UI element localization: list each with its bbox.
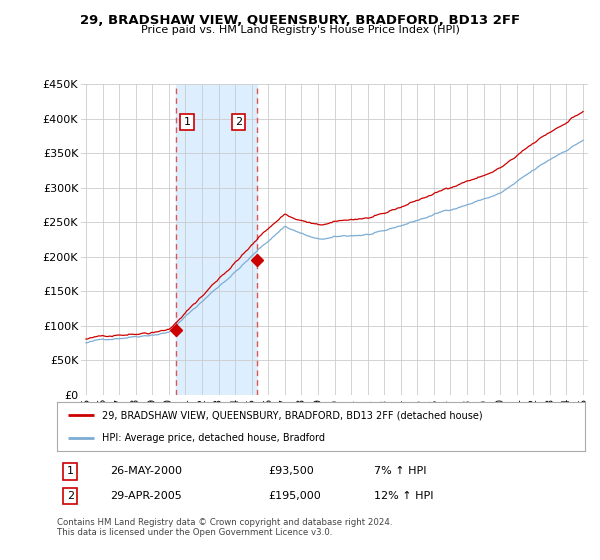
Text: Price paid vs. HM Land Registry's House Price Index (HPI): Price paid vs. HM Land Registry's House …: [140, 25, 460, 35]
Text: 1: 1: [67, 466, 74, 477]
Text: £93,500: £93,500: [268, 466, 314, 477]
Text: £195,000: £195,000: [268, 491, 321, 501]
Text: 2: 2: [235, 117, 242, 127]
Text: 12% ↑ HPI: 12% ↑ HPI: [374, 491, 433, 501]
Text: 2: 2: [67, 491, 74, 501]
Text: HPI: Average price, detached house, Bradford: HPI: Average price, detached house, Brad…: [102, 433, 325, 444]
Text: 29, BRADSHAW VIEW, QUEENSBURY, BRADFORD, BD13 2FF: 29, BRADSHAW VIEW, QUEENSBURY, BRADFORD,…: [80, 14, 520, 27]
Text: 29-APR-2005: 29-APR-2005: [110, 491, 182, 501]
Text: 7% ↑ HPI: 7% ↑ HPI: [374, 466, 426, 477]
Text: 29, BRADSHAW VIEW, QUEENSBURY, BRADFORD, BD13 2FF (detached house): 29, BRADSHAW VIEW, QUEENSBURY, BRADFORD,…: [102, 410, 482, 421]
Bar: [176, 84, 257, 395]
Text: 1: 1: [184, 117, 191, 127]
Text: 26-MAY-2000: 26-MAY-2000: [110, 466, 182, 477]
Text: Contains HM Land Registry data © Crown copyright and database right 2024.
This d: Contains HM Land Registry data © Crown c…: [57, 518, 392, 538]
